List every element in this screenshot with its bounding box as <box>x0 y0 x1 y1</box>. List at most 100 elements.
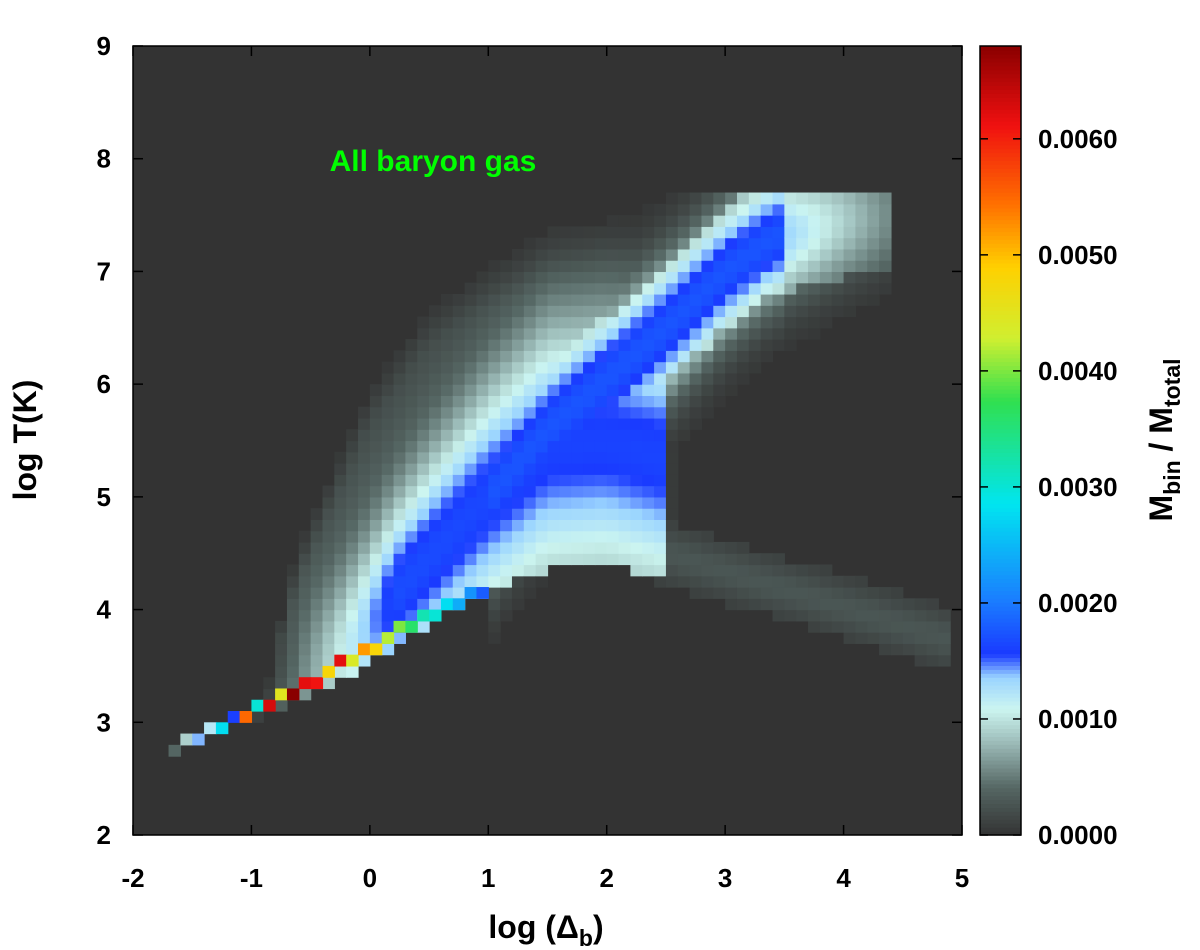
heatmap-cell <box>500 339 513 351</box>
heatmap-cell <box>606 350 620 363</box>
heatmap-cell <box>511 248 525 261</box>
heatmap-cell <box>642 451 655 464</box>
heatmap-cell <box>405 440 418 453</box>
heatmap-cell <box>926 632 939 644</box>
heatmap-cell <box>369 440 383 453</box>
heatmap-cell <box>405 372 418 385</box>
heatmap-cell <box>429 598 442 611</box>
heatmap-cell <box>630 361 643 374</box>
heatmap-cell <box>523 237 537 250</box>
heatmap-cell <box>393 429 406 442</box>
heatmap-cell <box>488 350 501 363</box>
heatmap-cell <box>440 305 454 318</box>
heatmap-cell <box>500 350 513 363</box>
heatmap-cell <box>452 305 466 318</box>
heatmap-cell <box>547 429 560 442</box>
heatmap-cell <box>784 237 797 250</box>
heatmap-cell <box>393 463 406 475</box>
heatmap-cell <box>748 305 762 318</box>
heatmap-cell <box>654 474 667 487</box>
heatmap-cell <box>689 226 703 239</box>
heatmap-cell <box>831 575 845 588</box>
heatmap-cell <box>748 575 762 588</box>
heatmap-cell <box>665 474 679 487</box>
heatmap-cell <box>677 203 691 216</box>
heatmap-cell <box>381 598 395 611</box>
heatmap-cell <box>713 305 726 318</box>
heatmap-cell <box>369 519 383 532</box>
heatmap-cell <box>452 587 466 599</box>
heatmap-cell <box>784 598 797 611</box>
heatmap-cell <box>346 530 359 543</box>
heatmap-cell <box>511 350 525 363</box>
heatmap-cell <box>535 440 549 453</box>
heatmap-cell <box>796 587 809 599</box>
heatmap-cell <box>559 384 572 397</box>
heatmap-cell <box>618 293 631 306</box>
heatmap-cell <box>594 508 608 520</box>
heatmap-cell <box>713 372 726 385</box>
heatmap-cell <box>808 237 821 250</box>
heatmap-cell <box>452 463 466 475</box>
heatmap-cell <box>334 451 347 464</box>
heatmap-cell <box>583 271 596 284</box>
heatmap-cell <box>642 553 655 566</box>
heatmap-cell <box>583 226 596 239</box>
heatmap-cell <box>713 260 726 273</box>
heatmap-cell <box>381 440 395 453</box>
heatmap-cell <box>500 282 513 295</box>
heatmap-cell <box>618 440 631 453</box>
heatmap-cell <box>500 496 513 509</box>
heatmap-cell <box>310 541 324 554</box>
heatmap-cell <box>440 429 454 442</box>
heatmap-cell <box>654 440 667 453</box>
heatmap-cell-hot <box>393 620 406 633</box>
heatmap-cell <box>642 429 655 442</box>
heatmap-cell <box>440 451 454 464</box>
heatmap-cell <box>559 282 572 295</box>
heatmap-cell <box>322 643 335 656</box>
colorbar: 0.0000 0.0010 0.0020 0.0030 0.0040 0.0050 0.00… <box>979 45 1118 850</box>
heatmap-cell <box>571 237 584 250</box>
heatmap-cell <box>571 316 584 329</box>
heatmap-cell <box>559 350 572 363</box>
heatmap-cell <box>405 496 418 509</box>
heatmap-cell <box>535 463 549 475</box>
heatmap-cell <box>713 361 726 374</box>
heatmap-cell <box>736 598 750 611</box>
heatmap-cell <box>665 248 679 261</box>
heatmap-cell <box>808 282 821 295</box>
heatmap-cell <box>855 609 868 622</box>
heatmap-cell <box>654 395 667 408</box>
x-tick-label: 5 <box>955 863 969 893</box>
heatmap-cell <box>831 271 845 284</box>
heatmap-cell <box>476 384 489 397</box>
heatmap-cell <box>535 248 549 261</box>
heatmap-cell <box>784 203 797 216</box>
heatmap-cell <box>440 463 454 475</box>
heatmap-cell <box>642 271 655 284</box>
heatmap-cell <box>381 530 395 543</box>
heatmap-cell <box>500 384 513 397</box>
heatmap-cell <box>571 327 584 340</box>
heatmap-cell <box>784 271 797 284</box>
heatmap-cell <box>725 226 738 239</box>
heatmap-cell <box>310 564 324 577</box>
heatmap-cell <box>452 519 466 532</box>
heatmap-cell <box>819 203 833 216</box>
heatmap-cell <box>831 226 845 239</box>
heatmap-cell <box>500 463 513 475</box>
heatmap-cell <box>843 248 857 261</box>
heatmap-cell <box>535 429 549 442</box>
heatmap-cell <box>796 271 809 284</box>
heatmap-cell <box>346 485 359 498</box>
heatmap-cell <box>358 541 371 554</box>
heatmap-cell <box>322 654 335 667</box>
heatmap-cell <box>393 384 406 397</box>
heatmap-cell <box>890 643 904 656</box>
heatmap-cell <box>476 530 489 543</box>
heatmap-cell <box>346 496 359 509</box>
heatmap-cell <box>535 372 549 385</box>
heatmap-cell <box>571 372 584 385</box>
heatmap-cell <box>511 519 525 532</box>
